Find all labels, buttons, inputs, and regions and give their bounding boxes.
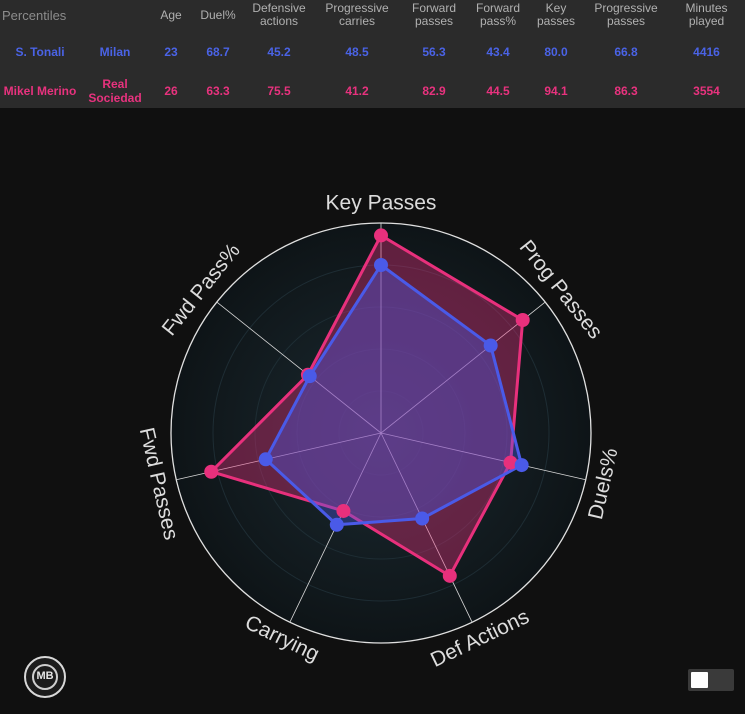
cell-forward-pass-pct: 43.4 [486,45,510,59]
logo-badge: MB [24,656,66,698]
percentiles-table: Percentiles Age Duel% Defensive actions … [0,0,745,108]
cell-team: Milan [99,45,131,59]
cell-progressive-carries: 41.2 [345,84,369,98]
cell-defensive-actions: 45.2 [267,45,291,59]
radar-axis-label: Key Passes [326,192,437,215]
radar-point-tonali [329,517,344,532]
table-header-row: Percentiles Age Duel% Defensive actions … [0,0,745,30]
percentiles-table-panel: Percentiles Age Duel% Defensive actions … [0,0,745,108]
radar-chart-area: Key Passes Prog Passes Duels% Def Actions Ca… [0,108,745,709]
cell-defensive-actions: 75.5 [267,84,291,98]
cell-minutes-played: 4416 [693,45,720,59]
header-progressive-passes: Progressive passes [594,1,658,28]
theme-toggle[interactable] [688,669,734,691]
table-row: Mikel Merino Real Sociedad 26 63.3 75.5 … [0,74,745,108]
header-forward-passes: Forward passes [411,1,456,28]
radar-point-tonali [483,338,498,353]
cell-player: Mikel Merino [3,84,77,98]
cell-forward-pass-pct: 44.5 [486,84,510,98]
header-percentiles: Percentiles [2,7,67,23]
cell-forward-passes: 82.9 [422,84,446,98]
header-key-passes: Key passes [536,1,576,28]
cell-progressive-passes: 86.3 [614,84,638,98]
header-age: Age [160,7,182,22]
cell-duel-pct: 63.3 [206,84,230,98]
radar-point-tonali [302,369,317,384]
cell-duel-pct: 68.7 [206,45,230,59]
radar-series-tonali [264,263,524,527]
cell-team: Real Sociedad [88,77,142,105]
header-forward-pass-pct: Forward pass% [475,1,520,28]
radar-point-tonali [374,258,388,272]
table-row: S. Tonali Milan 23 68.7 45.2 48.5 56.3 4… [0,30,745,74]
cell-key-passes: 80.0 [544,45,568,59]
header-defensive-actions: Defensive actions [252,1,306,28]
radar-point-merino [503,455,518,470]
radar-spoke [216,301,382,434]
radar-point-tonali [415,511,430,526]
toggle-knob[interactable] [691,672,708,688]
cell-minutes-played: 3554 [693,84,720,98]
cell-player: S. Tonali [15,45,65,59]
cell-progressive-carries: 48.5 [345,45,369,59]
cell-forward-passes: 56.3 [422,45,446,59]
cell-age: 26 [164,84,178,98]
cell-age: 23 [164,45,178,59]
radar-spoke [380,432,473,623]
cell-key-passes: 94.1 [544,84,568,98]
radar-point-tonali [514,458,529,473]
header-team [80,0,150,30]
header-progressive-carries: Progressive carries [325,1,389,28]
radar-point-merino [374,228,388,243]
radar-point-tonali [258,452,273,467]
radar-point-merino [515,313,530,328]
radar-series-merino [209,233,525,578]
radar-point-merino [442,568,457,583]
header-minutes-played: Minutes played [685,1,728,28]
logo-text: MB [36,670,54,682]
radar-point-merino [204,464,219,479]
radar-point-merino [336,503,351,518]
cell-progressive-passes: 66.8 [614,45,638,59]
header-duel-pct: Duel% [200,7,236,22]
radar-spoke [380,432,586,481]
